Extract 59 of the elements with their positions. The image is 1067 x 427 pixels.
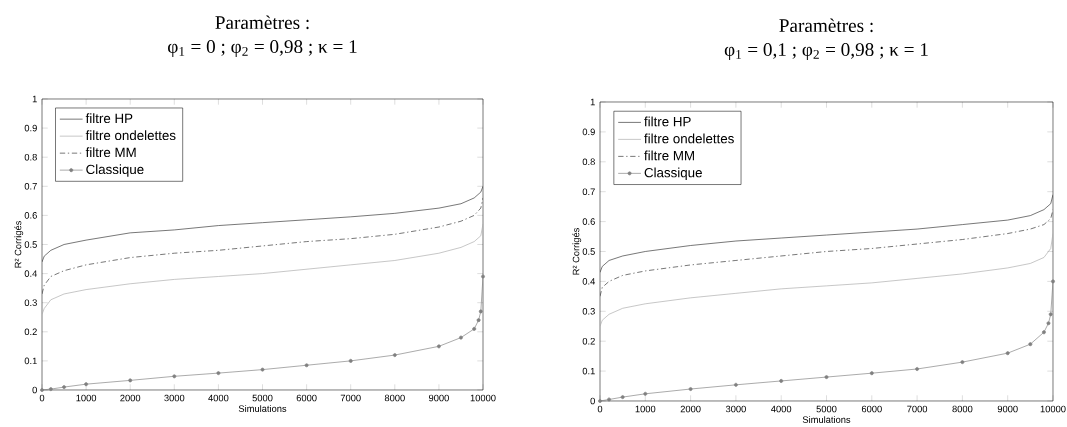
y-tick-label: 0.1 [24,357,37,365]
x-tick-label: 9000 [997,405,1018,413]
legend-label: filtre HP [85,113,133,124]
y-tick-label: 1 [32,95,37,103]
x-tick-label: 2000 [680,405,701,413]
x-tick-label: 3000 [725,405,746,413]
x-tick-label: 9000 [428,394,449,402]
x-tick-label: 5000 [252,394,273,402]
y-axis-title: R² Corrigés [14,220,24,268]
legend-label: Classique [86,164,144,177]
x-axis-title: Simulations [238,405,287,412]
y-tick-label: 0.4 [24,270,38,277]
y-tick-label: 0.9 [582,128,595,136]
y-tick-label: 0.2 [24,328,37,336]
x-tick-label: 6000 [861,405,882,413]
y-tick-label: 0.6 [24,212,37,219]
y-tick-label: 0 [32,386,37,394]
chart-subtitle: φ$_{1}$ = 0,1 ; φ$_{2}$ = 0,98 ; κ = 1 [724,43,928,60]
x-tick-label: 1000 [76,394,97,402]
x-tick-label: 10000 [470,394,496,402]
legend-label: filtre MM [644,150,694,161]
y-tick-label: 0.8 [24,153,37,161]
legend-label: Classique [644,167,702,180]
x-tick-label: 1000 [635,405,656,413]
y-tick-label: 0.6 [582,218,595,225]
y-tick-label: 0.8 [582,158,595,166]
y-axis-title: R² Corrigés [572,227,582,275]
legend-label: filtre ondelettes [85,130,176,141]
y-tick-label: 0.7 [582,188,595,195]
x-tick-label: 8000 [952,405,973,413]
x-axis-title: Simulations [802,416,851,423]
chart-subtitle: φ$_{1}$ = 0 ; φ$_{2}$ = 0,98 ; κ = 1 [168,40,357,57]
x-tick-label: 4000 [771,405,792,413]
x-tick-label: 7000 [340,394,361,402]
x-tick-label: 5000 [816,405,837,413]
x-tick-label: 0 [597,405,603,413]
x-tick-label: 6000 [296,394,317,402]
legend-label: filtre HP [644,116,691,127]
y-tick-label: 0.1 [582,367,595,375]
legend-label: filtre MM [85,147,136,158]
y-tick-label: 0.3 [24,299,37,306]
y-tick-label: 0.7 [24,183,37,190]
x-tick-label: 4000 [208,394,229,402]
y-tick-label: 0.5 [582,248,595,255]
chart-title: Paramètres : [215,15,309,30]
x-tick-label: 0 [39,394,45,402]
y-tick-label: 0.5 [24,241,37,248]
y-tick-label: 0.2 [582,337,595,345]
x-tick-label: 7000 [907,405,928,413]
y-tick-label: 0.9 [24,124,37,132]
x-tick-label: 10000 [1040,405,1066,413]
y-tick-label: 0.3 [582,307,595,315]
x-tick-label: 8000 [384,394,405,402]
y-tick-label: 0.4 [582,278,596,285]
x-tick-label: 3000 [164,394,185,402]
chart-title: Paramètres : [779,18,873,33]
y-tick-label: 1 [590,98,595,106]
legend-label: filtre ondelettes [644,133,734,144]
x-tick-label: 2000 [120,394,141,402]
